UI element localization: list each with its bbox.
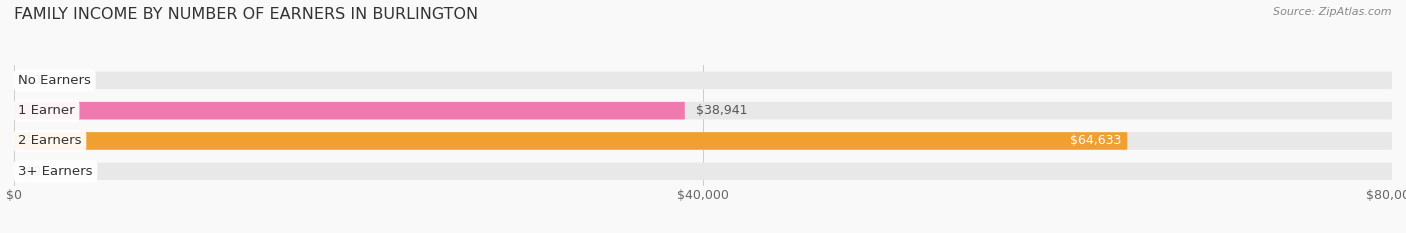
Text: 2 Earners: 2 Earners: [18, 134, 82, 147]
Text: $0: $0: [25, 165, 41, 178]
FancyBboxPatch shape: [14, 72, 1392, 89]
Text: $0: $0: [25, 74, 41, 87]
Text: $64,633: $64,633: [1070, 134, 1122, 147]
Text: 3+ Earners: 3+ Earners: [18, 165, 93, 178]
FancyBboxPatch shape: [14, 132, 1392, 150]
FancyBboxPatch shape: [14, 102, 685, 120]
FancyBboxPatch shape: [14, 132, 1128, 150]
Text: FAMILY INCOME BY NUMBER OF EARNERS IN BURLINGTON: FAMILY INCOME BY NUMBER OF EARNERS IN BU…: [14, 7, 478, 22]
FancyBboxPatch shape: [14, 102, 1392, 120]
Text: 1 Earner: 1 Earner: [18, 104, 75, 117]
Text: No Earners: No Earners: [18, 74, 91, 87]
Text: Source: ZipAtlas.com: Source: ZipAtlas.com: [1274, 7, 1392, 17]
Text: $38,941: $38,941: [696, 104, 747, 117]
FancyBboxPatch shape: [14, 162, 1392, 180]
